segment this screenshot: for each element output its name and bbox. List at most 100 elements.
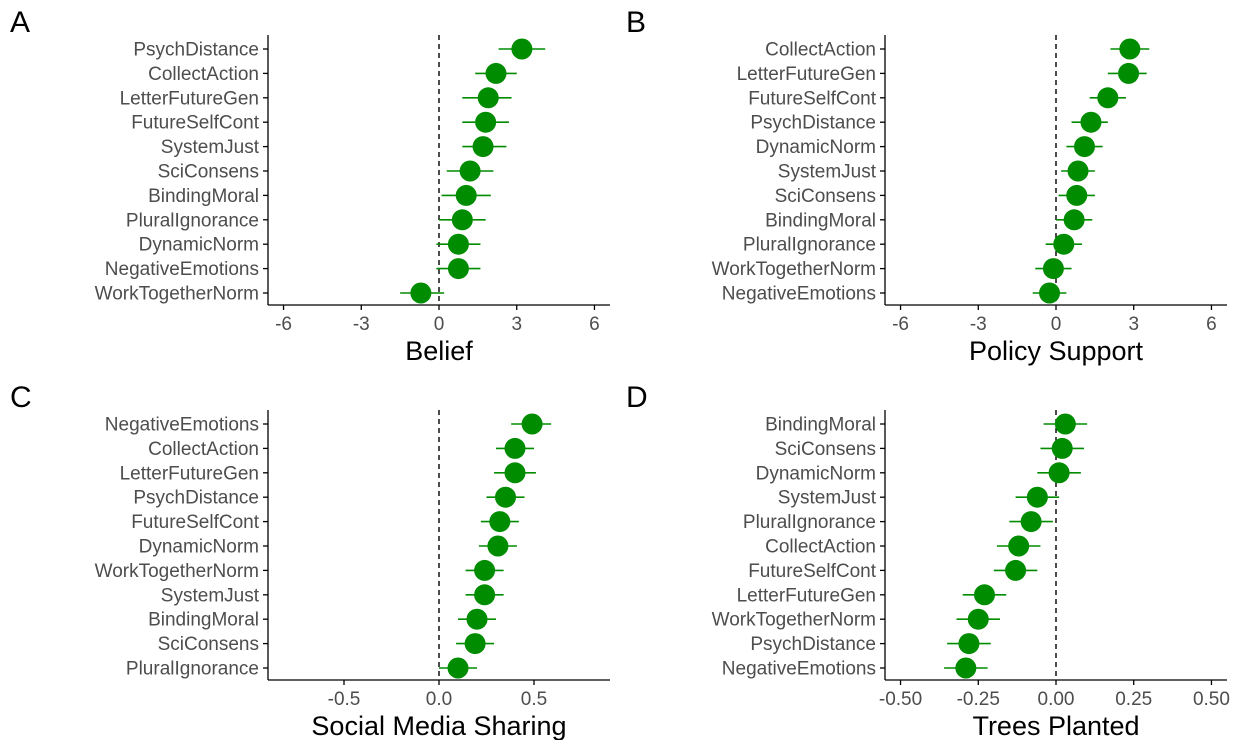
estimate-point (1042, 258, 1064, 280)
estimate-point (1118, 62, 1140, 84)
x-tick-label: -6 (275, 314, 292, 335)
category-label: BindingMoral (765, 415, 876, 436)
category-label: WorkTogetherNorm (95, 561, 259, 582)
estimate-point (474, 559, 496, 581)
estimate-point (487, 535, 509, 557)
category-label: NegativeEmotions (105, 415, 259, 436)
estimate-point (447, 233, 469, 255)
category-label: DynamicNorm (756, 463, 876, 484)
estimate-point (511, 38, 533, 60)
panel-letter: D (626, 381, 648, 414)
estimate-point (447, 258, 469, 280)
x-tick-label: 6 (1206, 314, 1217, 335)
estimate-point (504, 462, 526, 484)
estimate-point (1026, 486, 1048, 508)
category-label: CollectAction (148, 64, 259, 85)
category-label: CollectAction (148, 439, 259, 460)
category-label: DynamicNorm (139, 537, 259, 558)
x-tick-label: -3 (353, 314, 370, 335)
estimate-point (1074, 136, 1095, 158)
estimate-point (489, 511, 511, 533)
panel-b: B -6 -3 0 3 6 Policy Support CollectAction Lette… (626, 6, 1227, 366)
category-label: LetterFutureGen (120, 463, 259, 484)
estimate-point (466, 608, 488, 630)
category-label: PsychDistance (133, 40, 259, 61)
estimate-point (477, 87, 499, 109)
category-label: PluralIgnorance (126, 210, 259, 231)
category-label: BindingMoral (148, 186, 259, 207)
estimate-point (1039, 282, 1061, 304)
panel-letter: C (10, 381, 32, 414)
estimate-point (504, 437, 526, 459)
estimate-point (973, 584, 995, 606)
x-axis-title: Policy Support (969, 336, 1144, 366)
category-label: PluralIgnorance (743, 235, 876, 256)
x-tick-label: 0.50 (1193, 689, 1230, 710)
category-label: DynamicNorm (756, 137, 876, 158)
estimate-point (967, 608, 989, 630)
x-tick-label: -6 (892, 314, 909, 335)
estimate-point (485, 62, 507, 84)
x-tick-label: 0.00 (1038, 689, 1075, 710)
estimate-point (1067, 160, 1089, 182)
estimate-point (464, 633, 486, 655)
category-label: NegativeEmotions (722, 659, 876, 680)
estimate-point (955, 657, 977, 679)
category-label: CollectAction (765, 537, 876, 558)
estimate-point (1066, 184, 1088, 206)
estimate-point (472, 136, 494, 158)
x-tick-label: 3 (511, 314, 522, 335)
estimate-point (1063, 209, 1085, 231)
estimate-point (475, 111, 497, 133)
x-tick-label: -0.50 (879, 689, 922, 710)
x-tick-label: -0.5 (328, 689, 361, 710)
x-tick-label: -3 (970, 314, 987, 335)
x-axis-title: Belief (405, 336, 473, 366)
estimate-point (1097, 87, 1119, 109)
estimate-point (455, 184, 477, 206)
estimate-point (958, 633, 980, 655)
category-label: PsychDistance (750, 634, 876, 655)
x-tick-label: 3 (1128, 314, 1139, 335)
estimate-point (1054, 413, 1076, 435)
panel-a: A -6 -3 0 3 6 Belief PsychDistance CollectAction… (10, 6, 610, 366)
category-label: NegativeEmotions (105, 259, 259, 280)
category-label: NegativeEmotions (722, 284, 876, 305)
category-label: WorkTogetherNorm (712, 259, 876, 280)
category-label: DynamicNorm (139, 235, 259, 256)
estimate-point (521, 413, 543, 435)
estimate-point (495, 486, 516, 508)
x-tick-label: 0.25 (1115, 689, 1152, 710)
panel-letter: A (10, 6, 30, 39)
category-label: BindingMoral (148, 610, 259, 631)
estimate-point (1005, 559, 1027, 581)
estimate-point (451, 209, 473, 231)
category-label: SciConsens (775, 186, 876, 207)
estimate-point (1020, 511, 1042, 533)
category-label: FutureSelfCont (748, 561, 877, 582)
x-tick-label: 0 (1051, 314, 1062, 335)
category-label: FutureSelfCont (748, 88, 877, 109)
category-label: PluralIgnorance (126, 659, 259, 680)
panel-letter: B (626, 6, 646, 39)
estimate-point (410, 282, 432, 304)
category-label: PsychDistance (750, 113, 876, 134)
x-tick-label: 0 (434, 314, 445, 335)
x-axis-title: Trees Planted (972, 711, 1139, 740)
estimate-point (1051, 437, 1073, 459)
category-label: LetterFutureGen (737, 64, 876, 85)
category-label: FutureSelfCont (131, 512, 260, 533)
category-label: SciConsens (775, 439, 876, 460)
category-label: SystemJust (161, 585, 260, 606)
estimate-point (1048, 462, 1070, 484)
estimate-point (1053, 233, 1075, 255)
category-label: BindingMoral (765, 210, 876, 231)
estimate-point (1080, 111, 1102, 133)
category-label: WorkTogetherNorm (95, 284, 259, 305)
x-tick-label: 0.0 (426, 689, 452, 710)
category-label: PluralIgnorance (743, 512, 876, 533)
category-label: WorkTogetherNorm (712, 610, 876, 631)
category-label: SystemJust (778, 488, 877, 509)
x-tick-label: 6 (589, 314, 600, 335)
